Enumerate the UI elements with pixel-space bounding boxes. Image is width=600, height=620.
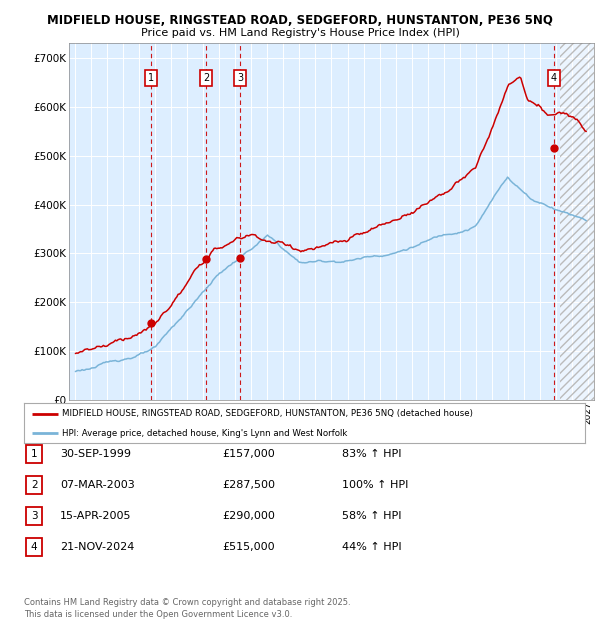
Text: 44% ↑ HPI: 44% ↑ HPI (342, 542, 401, 552)
Text: 2: 2 (31, 480, 38, 490)
Text: £157,000: £157,000 (222, 449, 275, 459)
Text: 100% ↑ HPI: 100% ↑ HPI (342, 480, 409, 490)
Bar (560, 43, 594, 400)
Text: 07-MAR-2003: 07-MAR-2003 (60, 480, 135, 490)
Text: HPI: Average price, detached house, King's Lynn and West Norfolk: HPI: Average price, detached house, King… (62, 428, 347, 438)
Bar (560, 43, 594, 400)
Text: 3: 3 (237, 73, 243, 82)
Text: 4: 4 (31, 542, 38, 552)
Text: 1: 1 (31, 449, 38, 459)
Text: MIDFIELD HOUSE, RINGSTEAD ROAD, SEDGEFORD, HUNSTANTON, PE36 5NQ (detached house): MIDFIELD HOUSE, RINGSTEAD ROAD, SEDGEFOR… (62, 409, 473, 419)
Text: £290,000: £290,000 (222, 511, 275, 521)
Text: 2: 2 (203, 73, 209, 82)
Text: £515,000: £515,000 (222, 542, 275, 552)
Text: Contains HM Land Registry data © Crown copyright and database right 2025.
This d: Contains HM Land Registry data © Crown c… (24, 598, 350, 619)
Text: 1: 1 (148, 73, 154, 82)
Text: 4: 4 (551, 73, 557, 82)
Text: Price paid vs. HM Land Registry's House Price Index (HPI): Price paid vs. HM Land Registry's House … (140, 28, 460, 38)
Text: 15-APR-2005: 15-APR-2005 (60, 511, 131, 521)
Text: 83% ↑ HPI: 83% ↑ HPI (342, 449, 401, 459)
Text: 30-SEP-1999: 30-SEP-1999 (60, 449, 131, 459)
Text: MIDFIELD HOUSE, RINGSTEAD ROAD, SEDGEFORD, HUNSTANTON, PE36 5NQ: MIDFIELD HOUSE, RINGSTEAD ROAD, SEDGEFOR… (47, 14, 553, 27)
Text: £287,500: £287,500 (222, 480, 275, 490)
Text: 58% ↑ HPI: 58% ↑ HPI (342, 511, 401, 521)
Text: 3: 3 (31, 511, 38, 521)
Text: 21-NOV-2024: 21-NOV-2024 (60, 542, 134, 552)
